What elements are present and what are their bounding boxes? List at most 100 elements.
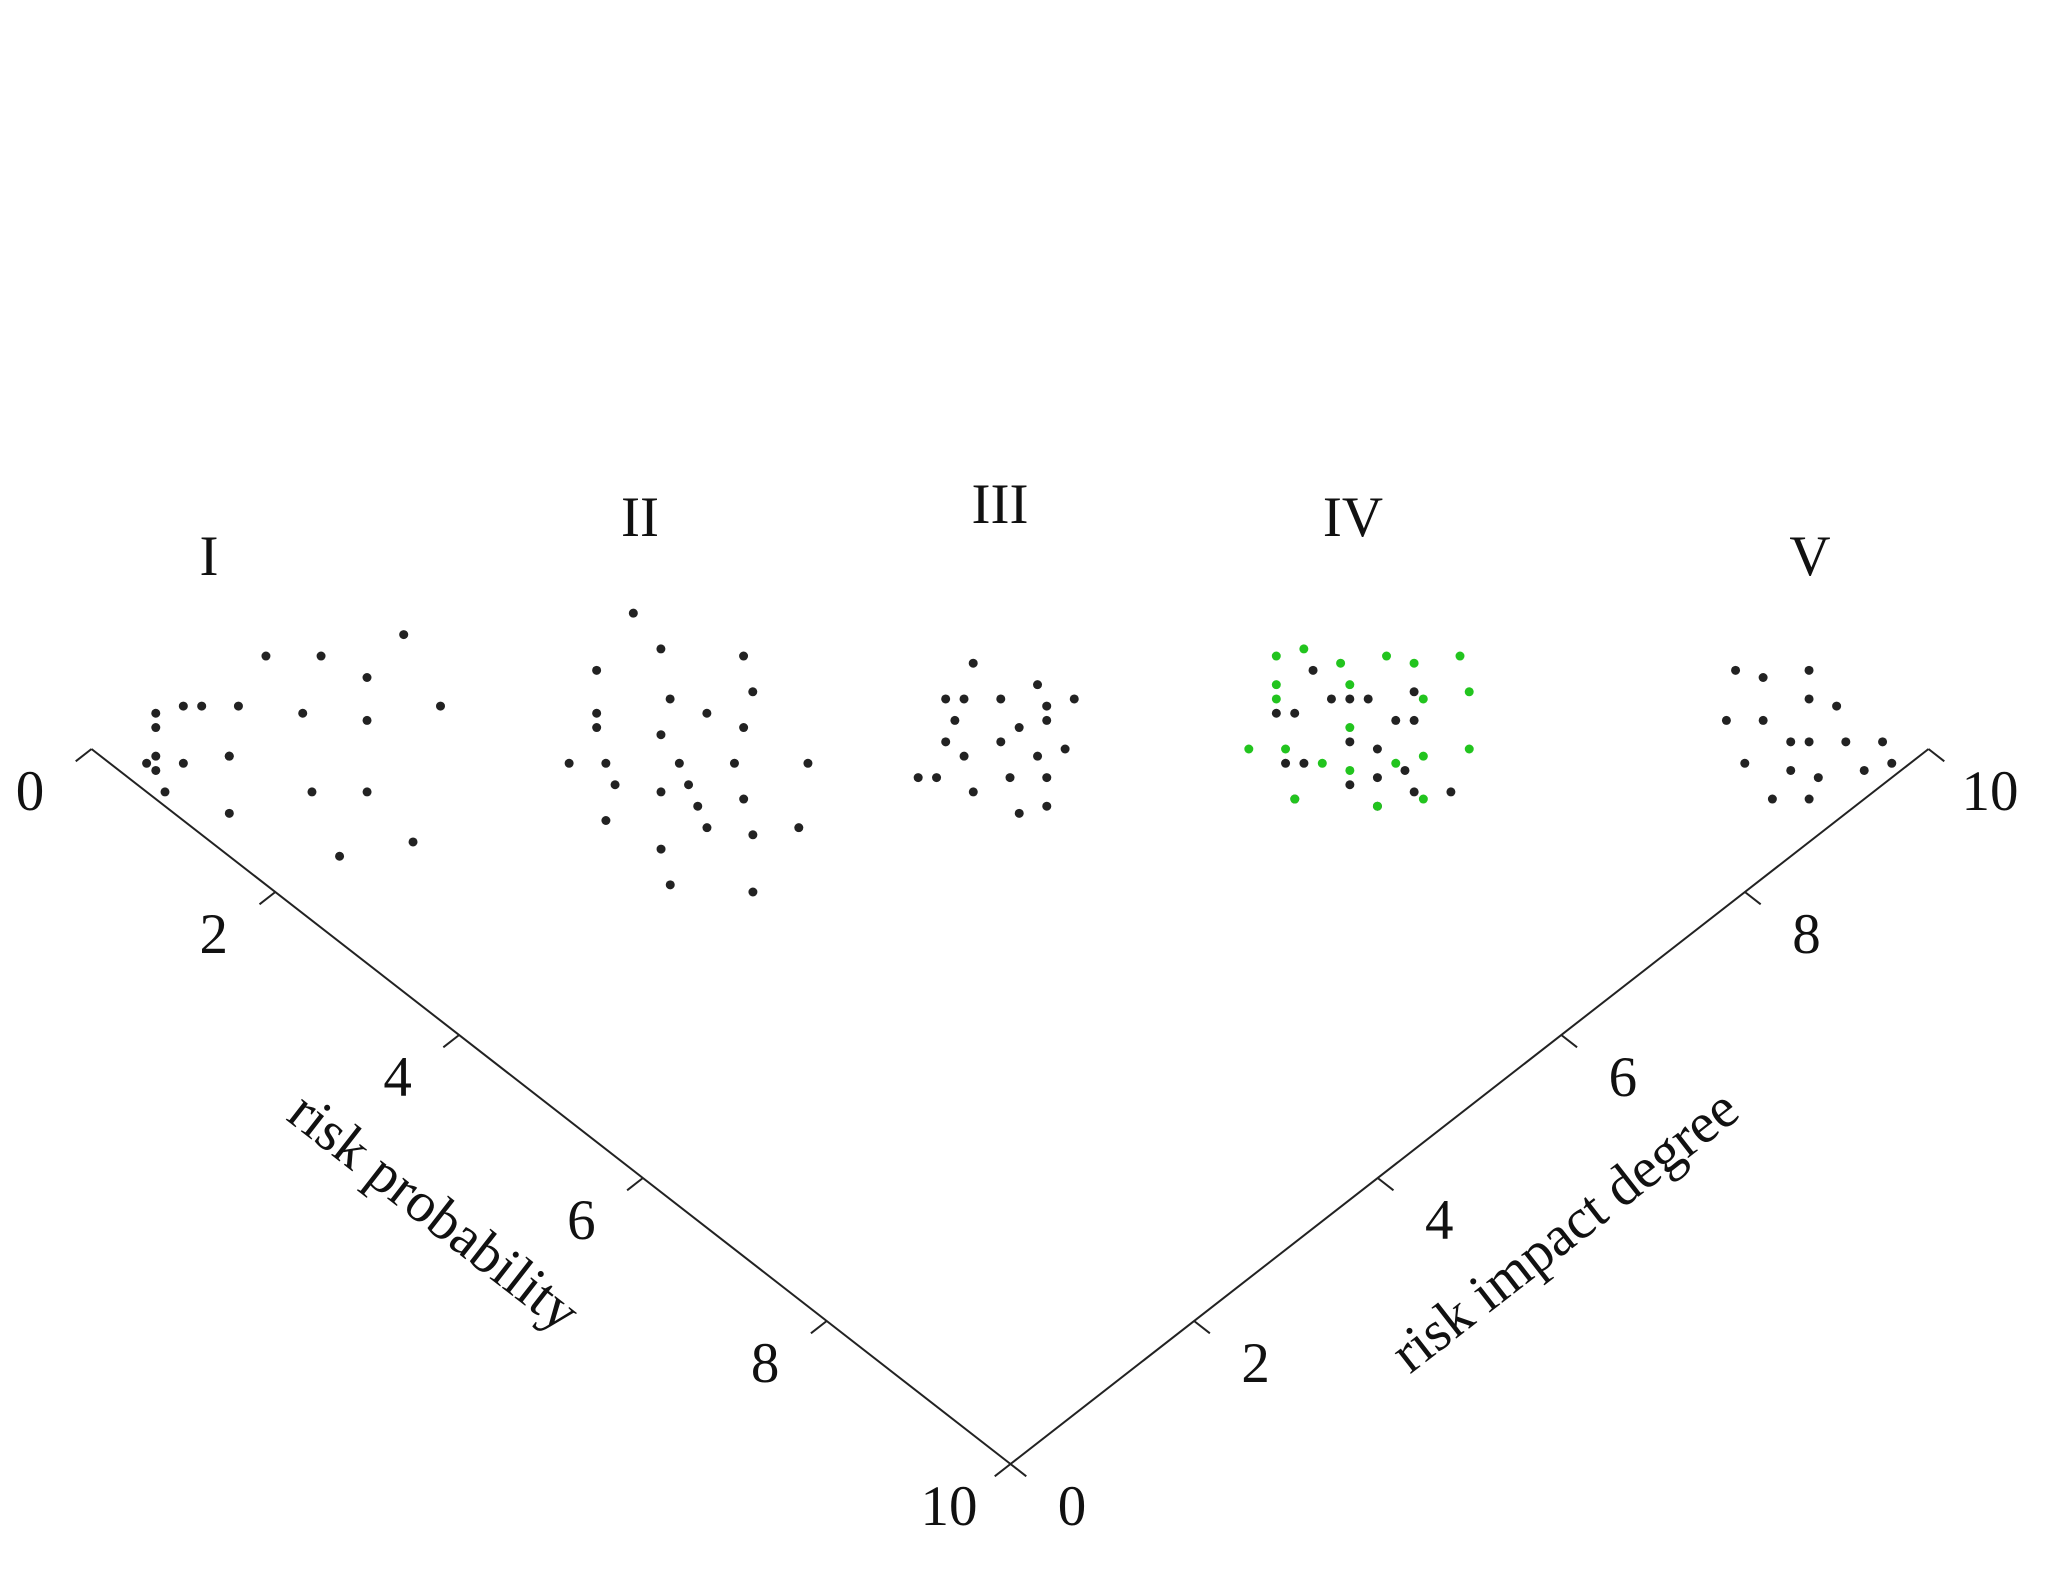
point	[592, 708, 602, 718]
point	[408, 837, 418, 847]
point	[1767, 794, 1777, 804]
point	[1372, 801, 1382, 811]
x-tick	[810, 1320, 828, 1335]
point	[932, 773, 942, 783]
point	[298, 708, 308, 718]
point	[1804, 694, 1814, 704]
point	[1042, 801, 1052, 811]
point	[1841, 737, 1851, 747]
point	[1345, 723, 1355, 733]
point	[1409, 787, 1419, 797]
point	[335, 851, 345, 861]
point	[1271, 680, 1281, 690]
point	[968, 787, 978, 797]
point	[693, 801, 703, 811]
point	[996, 694, 1006, 704]
point	[1400, 765, 1410, 775]
point	[1804, 737, 1814, 747]
point	[739, 651, 749, 661]
point	[1464, 744, 1474, 754]
point	[1391, 715, 1401, 725]
x-tick-label: 0	[16, 760, 45, 823]
point	[674, 758, 684, 768]
point	[1455, 651, 1465, 661]
y-tick-label: 2	[1241, 1332, 1270, 1395]
point	[702, 823, 712, 833]
point	[1033, 680, 1043, 690]
point	[1336, 658, 1346, 668]
point	[362, 787, 372, 797]
point	[1060, 744, 1070, 754]
point	[1804, 794, 1814, 804]
point	[1446, 787, 1456, 797]
x-axis-label: risk probability	[277, 1079, 592, 1344]
point	[160, 787, 170, 797]
point	[1372, 744, 1382, 754]
annotation: V	[1789, 525, 1830, 588]
point	[941, 694, 951, 704]
point	[1391, 758, 1401, 768]
point	[233, 701, 243, 711]
x-axis	[90, 748, 1012, 1465]
y-tick	[1009, 1463, 1027, 1478]
x-tick-label: 2	[200, 903, 229, 966]
x-tick	[994, 1463, 1012, 1478]
y-axis	[1009, 748, 1930, 1465]
point	[1758, 673, 1768, 682]
point	[1308, 665, 1318, 675]
y-tick-label: 4	[1425, 1189, 1454, 1252]
point	[1832, 701, 1842, 711]
point	[1345, 765, 1355, 775]
point	[1271, 708, 1281, 718]
point	[1418, 794, 1428, 804]
point	[739, 794, 749, 804]
point	[1786, 737, 1796, 747]
point	[1721, 715, 1731, 725]
point	[592, 723, 602, 733]
y-tick	[1927, 748, 1945, 763]
point	[702, 708, 712, 718]
point	[1345, 780, 1355, 790]
annotation: I	[200, 525, 219, 588]
point	[1409, 687, 1419, 697]
point	[1345, 694, 1355, 704]
point	[748, 887, 758, 897]
point	[362, 715, 372, 725]
y-tick	[1377, 1177, 1395, 1192]
point	[1299, 644, 1309, 654]
point	[436, 701, 445, 711]
point	[610, 780, 620, 790]
point	[601, 816, 611, 825]
point	[1382, 651, 1392, 661]
point	[665, 880, 675, 890]
point	[729, 758, 739, 768]
annotation: IV	[1323, 486, 1383, 549]
point	[1281, 758, 1291, 768]
point	[316, 651, 326, 661]
point	[1271, 651, 1281, 661]
x-tick	[75, 748, 93, 763]
point	[1005, 773, 1015, 783]
point	[996, 737, 1006, 747]
x-tick	[442, 1034, 460, 1049]
point	[261, 651, 271, 661]
x-tick	[626, 1177, 644, 1192]
point	[1345, 680, 1355, 690]
point	[748, 687, 758, 697]
point	[1859, 765, 1869, 775]
point	[656, 644, 666, 654]
point	[151, 708, 161, 718]
point	[224, 808, 234, 818]
point	[748, 830, 758, 840]
point	[151, 723, 161, 733]
point	[1409, 715, 1419, 725]
point	[1290, 708, 1300, 718]
x-tick-label: 10	[920, 1475, 977, 1538]
point	[142, 758, 152, 768]
point	[399, 630, 409, 640]
point	[1878, 737, 1888, 747]
point	[1042, 715, 1052, 725]
point	[1014, 808, 1024, 818]
